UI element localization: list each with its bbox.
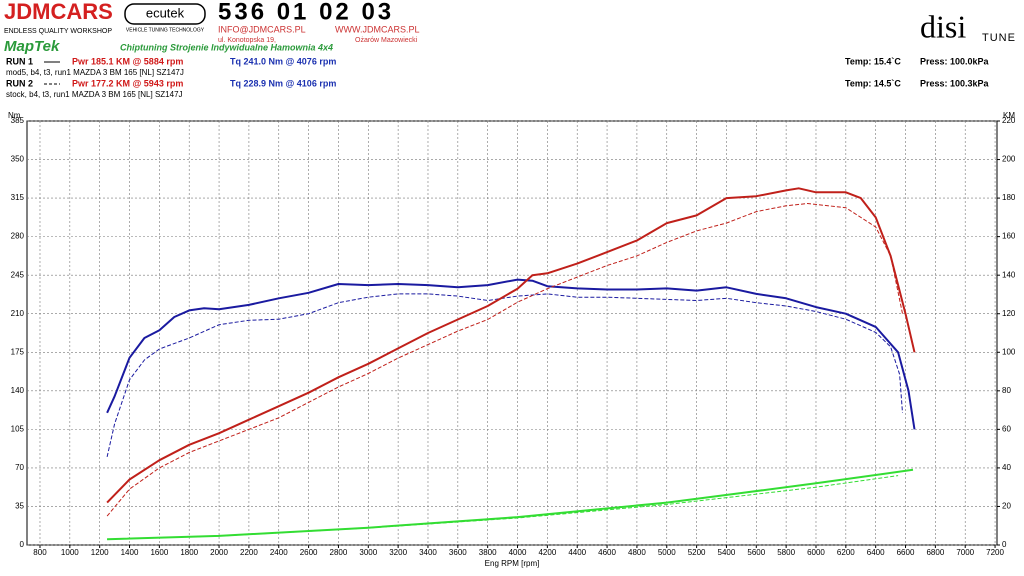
y2-tick-label: 160 (1002, 232, 1016, 241)
y2-tick-label: 140 (1002, 270, 1016, 279)
slogan: Chiptuning Strojenie Indywidualne Hamown… (120, 42, 333, 52)
brand-sub: ENDLESS QUALITY WORKSHOP (4, 28, 112, 35)
x-axis-title: Eng RPM [rpm] (485, 559, 540, 568)
email: INFO@JDMCARS.PL (218, 24, 306, 34)
tune: TUNE (982, 32, 1016, 44)
y-tick-label: 140 (11, 386, 25, 395)
brand: JDMCARS (4, 0, 113, 24)
series-line (107, 468, 914, 541)
y-tick-label: 175 (11, 347, 25, 356)
series-line (106, 187, 916, 504)
x-tick-label: 6600 (897, 548, 915, 557)
y-tick-label: 0 (20, 540, 25, 549)
run-press: Press: 100.3kPa (920, 78, 990, 88)
ecutek: ecutek (146, 5, 185, 20)
x-tick-label: 2400 (270, 548, 288, 557)
x-tick-label: 2000 (210, 548, 228, 557)
run-label: RUN 1 (6, 56, 33, 66)
series-line (106, 293, 903, 458)
x-tick-label: 1400 (121, 548, 139, 557)
run-temp: Temp: 14.5`C (845, 78, 901, 88)
x-tick-label: 6000 (807, 548, 825, 557)
run-torque: Tq 241.0 Nm @ 4076 rpm (230, 56, 336, 66)
y2-tick-label: 180 (1002, 193, 1016, 202)
y-tick-label: 315 (11, 193, 25, 202)
y-tick-label: 385 (11, 116, 25, 125)
x-tick-label: 1000 (61, 548, 79, 557)
x-tick-label: 4800 (628, 548, 646, 557)
x-tick-label: 5400 (718, 548, 736, 557)
y-tick-label: 210 (11, 309, 25, 318)
x-tick-label: 5200 (688, 548, 706, 557)
run-desc: mod5, b4, t3, run1 MAZDA 3 BM 165 [NL] S… (6, 68, 184, 77)
run-label: RUN 2 (6, 78, 33, 88)
run-press: Press: 100.0kPa (920, 56, 990, 66)
run-power: Pwr 177.2 KM @ 5943 rpm (72, 78, 183, 88)
run-torque: Tq 228.9 Nm @ 4106 rpm (230, 78, 336, 88)
y2-tick-label: 40 (1002, 463, 1011, 472)
y-axis-title: Nm (8, 111, 21, 120)
disi: disi (920, 8, 966, 44)
x-tick-label: 4600 (598, 548, 616, 557)
y2-tick-label: 220 (1002, 116, 1016, 125)
x-tick-label: 3000 (359, 548, 377, 557)
series-line (107, 475, 899, 540)
phone: 536 01 02 03 (218, 0, 394, 25)
x-tick-label: 6200 (837, 548, 855, 557)
ecutek-sub: VEHICLE TUNING TECHNOLOGY (126, 27, 205, 33)
x-tick-label: 1200 (91, 548, 109, 557)
run-power: Pwr 185.1 KM @ 5884 rpm (72, 56, 183, 66)
y2-tick-label: 80 (1002, 386, 1011, 395)
y2-axis-title: KM (1003, 111, 1015, 120)
run-desc: stock, b4, t3, run1 MAZDA 3 BM 165 [NL] … (6, 90, 183, 99)
series-line (106, 203, 903, 517)
y2-tick-label: 200 (1002, 155, 1016, 164)
y2-tick-label: 0 (1002, 540, 1007, 549)
x-tick-label: 3600 (449, 548, 467, 557)
x-tick-label: 3400 (419, 548, 437, 557)
x-tick-label: 2200 (240, 548, 258, 557)
y-tick-label: 35 (15, 502, 24, 511)
run-temp: Temp: 15.4`C (845, 56, 901, 66)
y2-tick-label: 120 (1002, 309, 1016, 318)
x-tick-label: 2600 (300, 548, 318, 557)
x-tick-label: 5800 (777, 548, 795, 557)
x-tick-label: 6800 (926, 548, 944, 557)
street: ul. Konotopska 19, (218, 37, 276, 44)
y2-tick-label: 100 (1002, 347, 1016, 356)
maptek: MapTek (4, 38, 60, 55)
x-tick-label: 7200 (986, 548, 1004, 557)
x-tick-label: 7000 (956, 548, 974, 557)
x-tick-label: 1800 (180, 548, 198, 557)
y2-tick-label: 20 (1002, 502, 1011, 511)
city: Ożarów Mazowiecki (355, 37, 418, 44)
y2-tick-label: 60 (1002, 424, 1011, 433)
x-tick-label: 4200 (538, 548, 556, 557)
x-tick-label: 5600 (747, 548, 765, 557)
y-tick-label: 350 (11, 155, 25, 164)
y-tick-label: 70 (15, 463, 24, 472)
x-tick-label: 800 (33, 548, 47, 557)
y-tick-label: 280 (11, 232, 25, 241)
x-tick-label: 4400 (568, 548, 586, 557)
x-tick-label: 2800 (330, 548, 348, 557)
y-tick-label: 245 (11, 270, 25, 279)
x-tick-label: 3200 (389, 548, 407, 557)
x-tick-label: 1600 (150, 548, 168, 557)
x-tick-label: 3800 (479, 548, 497, 557)
y-tick-label: 105 (11, 424, 25, 433)
www: WWW.JDMCARS.PL (335, 24, 420, 34)
series-line (106, 278, 916, 430)
x-tick-label: 6400 (867, 548, 885, 557)
x-tick-label: 5000 (658, 548, 676, 557)
x-tick-label: 4000 (509, 548, 527, 557)
ecutek-frame (124, 3, 206, 25)
plot-frame (26, 120, 998, 546)
